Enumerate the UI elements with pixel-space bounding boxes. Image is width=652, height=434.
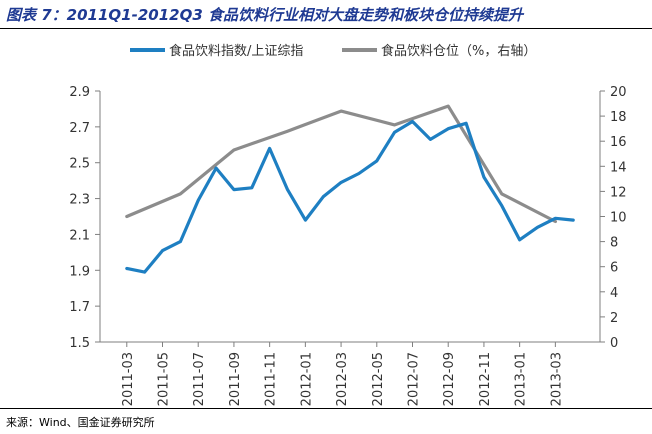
right-tick-label: 10 [610, 211, 627, 226]
right-tick-label: 12 [610, 185, 627, 200]
source-note: 来源：Wind、国金证券研究所 [6, 416, 155, 429]
point-index [518, 238, 521, 241]
left-tick-label: 1.5 [69, 336, 90, 351]
point-index [250, 186, 253, 189]
x-tick-label: 2011-07 [192, 352, 207, 406]
point-index [161, 249, 164, 252]
left-tick-label: 2.7 [69, 121, 90, 136]
point-index [357, 172, 361, 175]
point-position [500, 192, 503, 196]
point-index [322, 195, 325, 198]
right-tick-label: 18 [610, 110, 627, 125]
legend-label-position: 食品饮料仓位（%，右轴） [381, 43, 536, 59]
right-tick-label: 16 [610, 135, 627, 150]
left-tick-label: 2.5 [69, 157, 90, 172]
point-index [304, 218, 307, 222]
point-position [179, 192, 182, 196]
right-tick-label: 4 [610, 286, 618, 301]
x-tick-label: 2012-03 [335, 352, 350, 406]
point-position [447, 104, 450, 108]
left-tick-label: 1.9 [69, 264, 90, 279]
right-tick-label: 2 [610, 311, 618, 326]
left-tick-label: 1.7 [69, 300, 90, 315]
chart: 食品饮料指数/上证综指 食品饮料仓位（%，右轴） 2.9 2.7 2.5 2.3 2.1… [69, 43, 626, 406]
right-tick-label: 0 [610, 336, 618, 351]
x-tick-label: 2012-09 [442, 352, 457, 406]
point-position [286, 130, 289, 133]
point-position [554, 220, 557, 223]
point-index [572, 218, 575, 222]
point-index [268, 147, 271, 150]
x-tick-label: 2011-09 [228, 352, 243, 406]
legend: 食品饮料指数/上证综指 食品饮料仓位（%，右轴） [130, 43, 536, 59]
left-tick-label: 2.9 [69, 85, 90, 100]
point-index [197, 199, 200, 202]
point-index [179, 240, 182, 243]
axes: 2.92.72.52.32.11.91.71.52018161412108642… [69, 85, 626, 406]
right-tick-label: 14 [610, 160, 627, 175]
series-line-position [125, 104, 558, 224]
point-index [447, 127, 450, 130]
x-tick-label: 2011-05 [157, 352, 172, 406]
x-tick-label: 2013-01 [514, 352, 529, 406]
point-position [125, 215, 128, 218]
x-tick-label: 2012-01 [299, 352, 314, 406]
series-line-index [125, 119, 575, 274]
x-tick-label: 2013-03 [549, 352, 564, 406]
point-index [429, 138, 432, 141]
point-index [500, 204, 503, 207]
legend-label-index: 食品饮料指数/上证综指 [169, 43, 303, 59]
x-tick-label: 2012-05 [371, 352, 386, 406]
point-position [393, 123, 396, 127]
left-tick-label: 2.1 [69, 228, 90, 243]
point-index [411, 120, 414, 123]
x-tick-label: 2011-03 [121, 352, 136, 406]
series-layer [125, 104, 575, 274]
x-tick-label: 2011-11 [264, 352, 279, 406]
point-index [554, 217, 557, 220]
x-tick-label: 2012-07 [407, 352, 422, 406]
left-tick-label: 2.3 [69, 193, 90, 208]
title-rule [0, 28, 652, 29]
point-index [375, 159, 378, 163]
right-tick-label: 8 [610, 236, 618, 251]
x-tick-label: 2012-11 [478, 352, 493, 406]
point-index [339, 181, 343, 184]
point-index [286, 188, 289, 191]
point-index [536, 226, 539, 229]
point-index [214, 166, 218, 170]
point-index [393, 131, 396, 134]
right-tick-label: 6 [610, 261, 618, 276]
figure-title: 图表 7：2011Q1-2012Q3 食品饮料行业相对大盘走势和板块仓位持续提升 [6, 6, 523, 24]
point-position [232, 148, 236, 152]
point-index [482, 175, 486, 179]
right-tick-label: 20 [610, 85, 627, 100]
point-index [125, 267, 128, 270]
point-index [232, 188, 236, 191]
point-position [339, 109, 343, 113]
point-index [143, 270, 146, 274]
point-index [464, 122, 468, 125]
source-rule [0, 408, 652, 409]
